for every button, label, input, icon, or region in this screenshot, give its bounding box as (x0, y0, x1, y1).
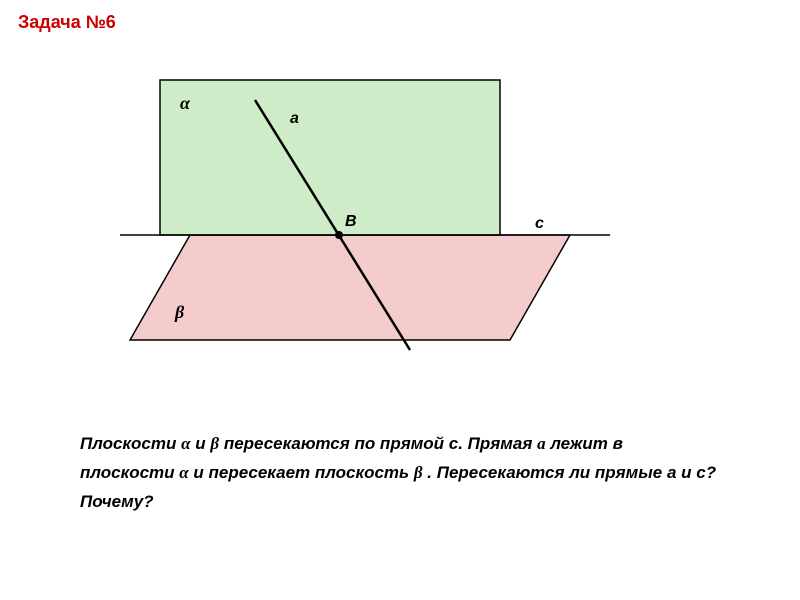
text-part1: Плоскости (80, 434, 181, 453)
plane-alpha (160, 80, 500, 235)
plane-beta (130, 235, 570, 340)
text-part5: и пересекает плоскость (193, 463, 413, 482)
text-part2: и (195, 434, 210, 453)
label-alpha: α (180, 93, 190, 114)
text-a-italic: а (537, 434, 546, 453)
label-c: с (535, 215, 544, 233)
label-a: а (290, 110, 299, 128)
text-beta1: β (210, 434, 219, 453)
geometry-diagram: α а В с β (80, 60, 680, 400)
problem-text: Плоскости α и β пересекаются по прямой с… (80, 430, 720, 517)
text-part3: пересекаются по прямой с. Прямая (224, 434, 537, 453)
text-alpha1: α (181, 434, 190, 453)
label-B: В (345, 213, 357, 231)
point-b (335, 231, 343, 239)
text-beta2: β (414, 463, 423, 482)
text-alpha2: α (179, 463, 188, 482)
label-beta: β (175, 302, 184, 323)
task-title: Задача №6 (18, 12, 116, 33)
diagram-svg (80, 60, 680, 400)
